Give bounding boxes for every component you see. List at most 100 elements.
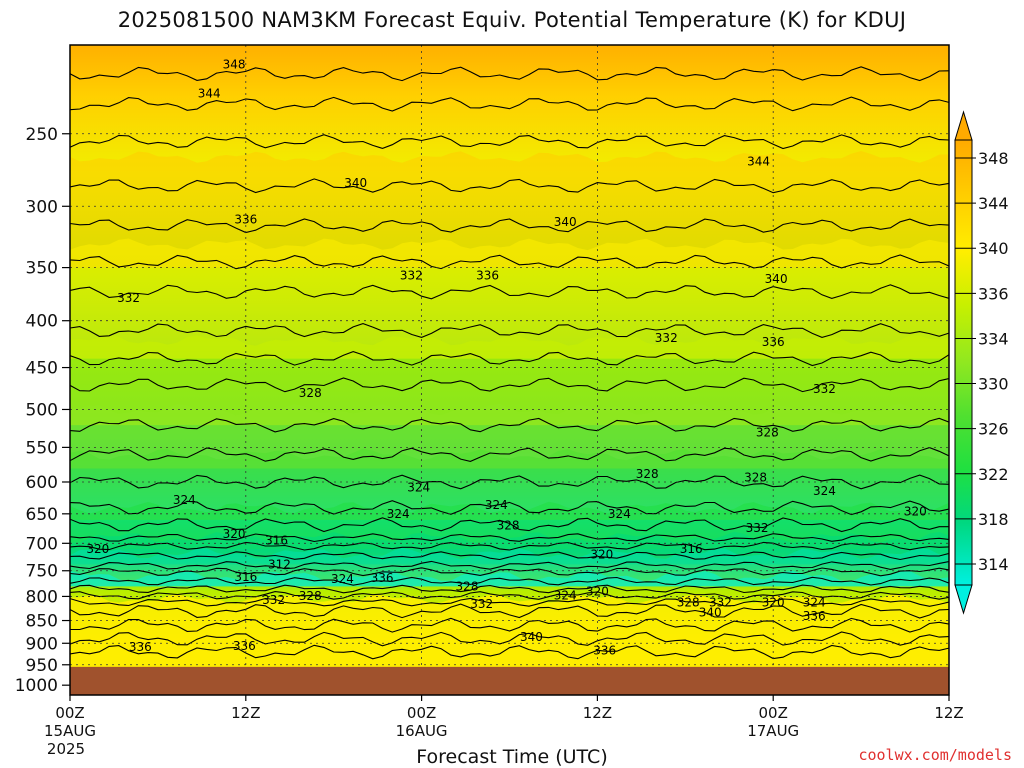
contour-label: 336: [593, 643, 616, 657]
x-tick-date-label: 17AUG: [747, 722, 799, 740]
theta-e-band: [70, 151, 949, 268]
colorbar-bottom-arrow: [954, 584, 973, 615]
contour-label: 324: [173, 493, 196, 507]
colorbar-label: 322: [978, 465, 1009, 484]
contour-label: 328: [744, 470, 767, 484]
contour-label: 336: [476, 268, 499, 282]
contour-label: 324: [485, 498, 508, 512]
contour-label: 336: [371, 571, 394, 585]
contour-line: [70, 66, 949, 82]
contour-label: 332: [813, 382, 836, 396]
contour-label: 312: [268, 557, 291, 571]
contour-line: [70, 617, 949, 633]
contour-line: [70, 541, 949, 551]
y-tick-label: 350: [26, 259, 58, 279]
contour-line: [70, 533, 949, 543]
colorbar-label: 330: [978, 375, 1009, 394]
contour-label: 332: [117, 291, 140, 305]
contour-label: 320: [762, 595, 785, 609]
contour-label: 340: [699, 605, 722, 619]
y-tick-label: 550: [26, 438, 58, 458]
contour-line: [70, 644, 949, 660]
contour-label: 340: [554, 215, 577, 229]
y-tick-label: 900: [26, 634, 58, 654]
contour-label: 336: [762, 335, 785, 349]
y-tick-label: 850: [26, 612, 58, 632]
colorbar-label: 340: [978, 239, 1009, 258]
contour-label: 328: [456, 579, 479, 593]
chart-title: 2025081500 NAM3KM Forecast Equiv. Potent…: [117, 8, 907, 32]
contour-label: 324: [407, 480, 430, 494]
theta-e-band: [70, 448, 949, 520]
colorbar-label: 314: [978, 555, 1009, 574]
contour-label: 332: [400, 268, 423, 282]
colorbar-label: 344: [978, 194, 1009, 213]
colorbar-body: [954, 139, 973, 586]
y-tick-label: 300: [26, 197, 58, 217]
contour-line: [70, 178, 949, 194]
contour-label: 340: [520, 630, 543, 644]
colorbar: 348 344 340 336 334 330 326 322 318 314: [954, 110, 1009, 615]
x-tick-date-label: 15AUG: [44, 722, 96, 740]
contour-label: 324: [813, 484, 836, 498]
contour-label: 324: [331, 572, 354, 586]
contour-line: [70, 377, 949, 393]
y-tick-label: 650: [26, 505, 58, 525]
colorbar-label: 326: [978, 420, 1009, 439]
contour-line: [70, 447, 949, 462]
theta-e-band: [70, 570, 949, 587]
credit-text: coolwx.com/models: [858, 746, 1012, 764]
plot-frame: [69, 44, 950, 696]
contour-label: 332: [470, 597, 493, 611]
contour-line: [70, 631, 949, 647]
colorbar-label: 318: [978, 510, 1009, 529]
contour-label: 336: [233, 639, 256, 653]
contour-label: 328: [299, 386, 322, 400]
contour-line: [70, 474, 949, 490]
contour-label: 328: [299, 589, 322, 603]
contour-line: [70, 96, 949, 112]
x-tick-label: 00Z: [407, 704, 436, 722]
colorbar-label: 336: [978, 284, 1009, 303]
contour-label: 316: [680, 542, 703, 556]
contour-line: [70, 584, 949, 594]
y-tick-label: 600: [26, 473, 58, 493]
contour-label: 324: [554, 588, 577, 602]
contour-line: [70, 254, 949, 270]
y-axis: 2503003504004505005506006507007508008509…: [15, 125, 70, 696]
contour-label: 320: [904, 504, 927, 518]
colorbar-label: 348: [978, 149, 1009, 168]
x-tick-label: 12Z: [583, 704, 612, 722]
contour-label: 340: [765, 272, 788, 286]
contour-label: 324: [803, 595, 826, 609]
contour-label: 324: [387, 507, 410, 521]
contour-line: [70, 351, 949, 367]
ground-below-surface: [70, 666, 949, 695]
contour-line: [70, 218, 949, 234]
colorbar-label: 334: [978, 329, 1009, 348]
contour-line: [70, 560, 949, 570]
contour-line: [70, 591, 949, 600]
contour-label: 328: [677, 595, 700, 609]
theta-e-band: [70, 334, 949, 426]
contour-line: [70, 576, 949, 586]
contour-label: 320: [223, 527, 246, 541]
contour-label: 332: [262, 593, 285, 607]
x-tick-label: 12Z: [934, 704, 963, 722]
y-tick-label: 450: [26, 359, 58, 379]
contour-line: [70, 603, 949, 619]
y-tick-label: 500: [26, 400, 58, 420]
contour-line: [70, 597, 949, 607]
contour-label: 332: [709, 595, 732, 609]
colorbar-top-arrow: [954, 110, 973, 141]
theta-e-band: [70, 238, 949, 359]
x-tick-label: 00Z: [55, 704, 84, 722]
contour-label: 328: [756, 426, 779, 440]
contour-label: 336: [234, 212, 257, 226]
contour-label: 316: [234, 570, 257, 584]
contour-label: 336: [803, 609, 826, 623]
contour-label: 344: [198, 87, 221, 101]
